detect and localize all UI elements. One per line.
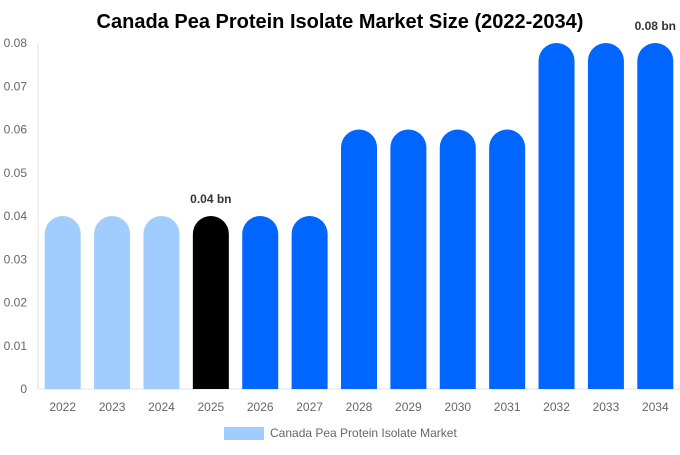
- bar-2025[interactable]: [192, 216, 229, 389]
- bar-2022[interactable]: [44, 216, 81, 389]
- y-tick-label: 0.06: [4, 123, 28, 137]
- x-tick-label: 2028: [346, 400, 373, 414]
- bar-2024[interactable]: [143, 216, 180, 389]
- y-tick-label: 0.01: [4, 339, 28, 353]
- bar-2033[interactable]: [587, 43, 624, 389]
- y-tick-label: 0: [20, 382, 27, 396]
- y-tick-label: 0.08: [4, 36, 28, 50]
- y-tick-label: 0.02: [4, 296, 28, 310]
- y-tick-label: 0.07: [4, 79, 28, 93]
- y-tick-label: 0.03: [4, 252, 28, 266]
- bar-2027[interactable]: [291, 216, 328, 389]
- bar-2030[interactable]: [439, 129, 476, 390]
- x-tick-label: 2032: [543, 400, 570, 414]
- x-tick-label: 2033: [593, 400, 620, 414]
- bar-2032[interactable]: [538, 43, 575, 389]
- x-tick-label: 2023: [99, 400, 126, 414]
- bar-2023[interactable]: [94, 216, 131, 389]
- bar-2034[interactable]: [637, 43, 674, 389]
- x-tick-label: 2022: [49, 400, 76, 414]
- data-label: 0.04 bn: [190, 192, 231, 206]
- x-tick-label: 2024: [148, 400, 175, 414]
- bar-2029[interactable]: [390, 129, 427, 390]
- x-tick-label: 2030: [444, 400, 471, 414]
- bar-2031[interactable]: [489, 129, 526, 389]
- bar-2026[interactable]: [242, 216, 279, 389]
- legend[interactable]: Canada Pea Protein Isolate Market: [224, 426, 457, 440]
- x-tick-label: 2027: [296, 400, 323, 414]
- x-tick-label: 2025: [197, 400, 224, 414]
- x-tick-label: 2034: [642, 400, 669, 414]
- x-tick-label: 2026: [247, 400, 274, 414]
- x-tick-label: 2029: [395, 400, 422, 414]
- chart-title: Canada Pea Protein Isolate Market Size (…: [97, 11, 584, 33]
- legend-swatch: [224, 427, 264, 440]
- y-tick-label: 0.05: [4, 166, 28, 180]
- x-tick-label: 2031: [494, 400, 521, 414]
- bar-2028[interactable]: [341, 129, 377, 390]
- data-label: 0.08 bn: [635, 19, 676, 33]
- y-tick-label: 0.04: [4, 209, 28, 223]
- legend-label: Canada Pea Protein Isolate Market: [270, 426, 457, 440]
